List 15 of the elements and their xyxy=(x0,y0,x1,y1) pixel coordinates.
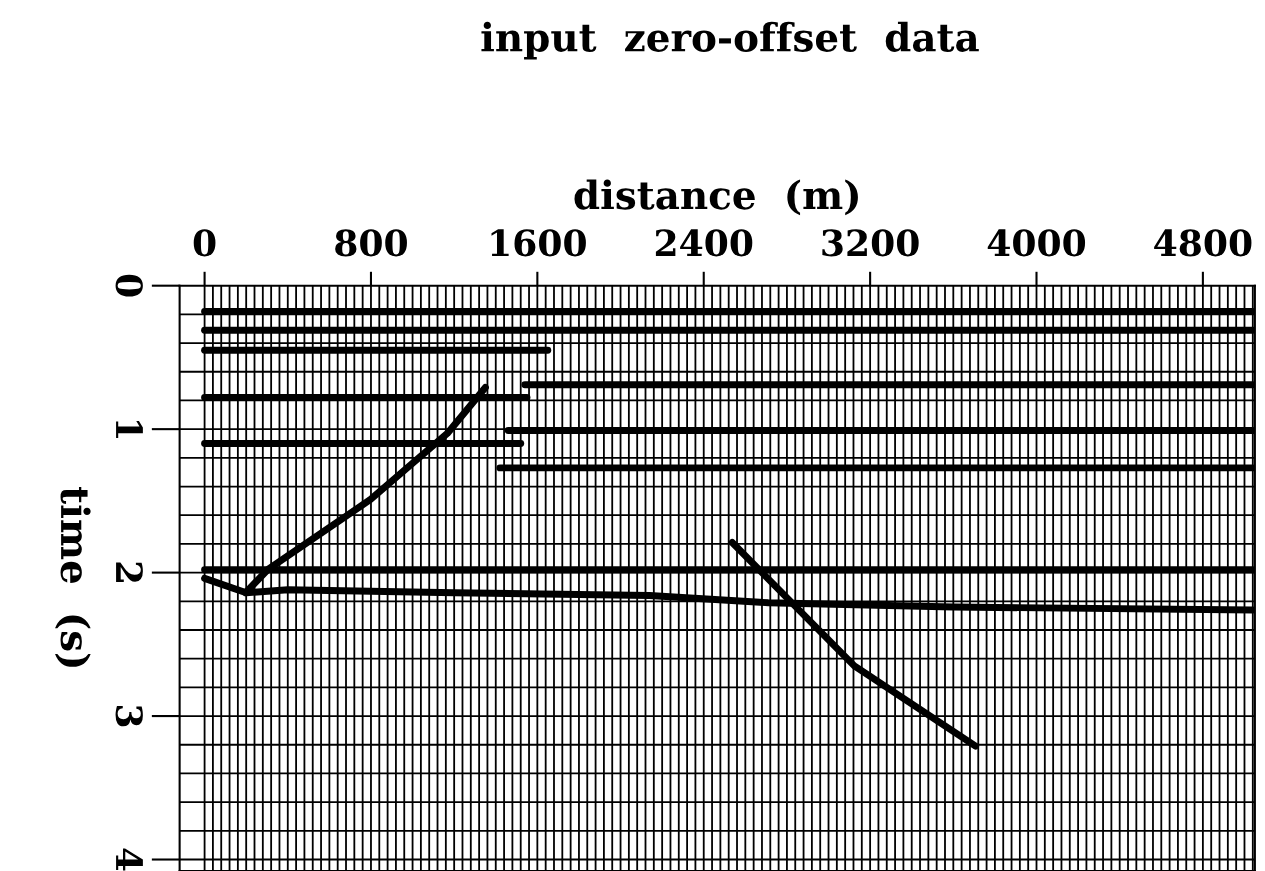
y-tick-label: 3 xyxy=(115,706,143,727)
y-tick-label: 1 xyxy=(116,420,143,439)
y-tick-label: 2 xyxy=(116,562,143,582)
x-tick-label: 3200 xyxy=(822,229,919,257)
x-tick-label: 4000 xyxy=(987,229,1086,257)
y-tick-label: 0 xyxy=(115,274,143,297)
x-axis-title: distance (m) xyxy=(574,179,858,216)
x-tick-label: 0 xyxy=(193,229,216,257)
x-tick-label: 800 xyxy=(335,229,407,257)
x-tick-label: 4800 xyxy=(1154,229,1252,257)
x-tick-label: 1600 xyxy=(491,229,586,257)
chart-title: input zero-offset data xyxy=(481,21,979,60)
y-axis-title: time (s) xyxy=(55,487,91,667)
x-tick-label: 2400 xyxy=(655,229,753,257)
y-tick-label: 4 xyxy=(116,848,143,871)
